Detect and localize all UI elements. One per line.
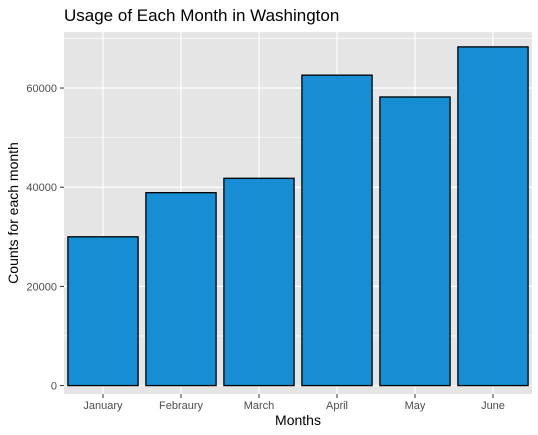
bar-april — [301, 74, 373, 387]
x-tick-label: Febraury — [159, 400, 204, 412]
bar-march — [223, 177, 295, 387]
x-tick-label: May — [405, 400, 426, 412]
bar-january — [67, 236, 139, 387]
bar-febraury — [145, 192, 217, 387]
y-axis-title: Counts for each month — [5, 142, 21, 284]
x-axis: January Febraury March April May June — [83, 394, 505, 412]
x-tick-label: January — [83, 400, 123, 412]
bar-june — [457, 46, 529, 387]
bars — [67, 46, 529, 387]
x-tick-label: June — [481, 400, 505, 412]
y-tick-label: 60000 — [26, 83, 57, 95]
y-tick-label: 40000 — [26, 182, 57, 194]
x-axis-title: Months — [275, 412, 321, 428]
plot-panel — [64, 32, 532, 394]
x-tick-label: April — [326, 400, 348, 412]
y-tick-label: 20000 — [26, 281, 57, 293]
y-tick-label: 0 — [51, 381, 57, 393]
y-axis: 0 20000 40000 60000 — [26, 83, 64, 393]
x-tick-label: March — [244, 400, 275, 412]
chart-title: Usage of Each Month in Washington — [64, 6, 339, 25]
bar-may — [379, 96, 451, 387]
